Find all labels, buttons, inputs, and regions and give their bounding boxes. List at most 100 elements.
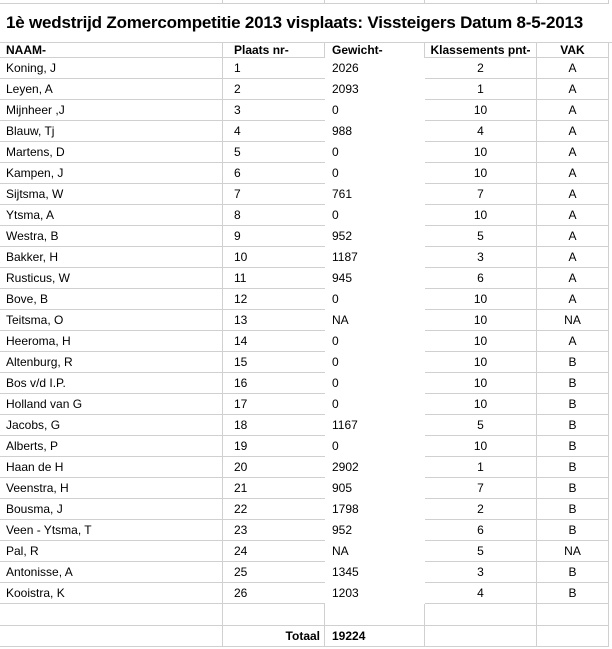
cell-vak[interactable]: B [537,436,609,457]
cell-naam[interactable]: Alberts, P [0,436,223,457]
cell-plaats[interactable]: 26 [223,583,325,604]
cell-pnt[interactable]: 5 [425,226,537,247]
cell-vak[interactable]: B [537,457,609,478]
cell-vak[interactable]: B [537,352,609,373]
cell-plaats[interactable]: 12 [223,289,325,310]
cell-gewicht[interactable]: 952 [332,523,353,537]
cell-vak[interactable]: A [537,142,609,163]
cell-vak[interactable]: NA [537,310,609,331]
cell-gewicht[interactable]: 2093 [332,82,359,96]
cell-plaats[interactable]: 17 [223,394,325,415]
cell-gewicht[interactable]: 945 [332,271,353,285]
cell-plaats[interactable]: 14 [223,331,325,352]
cell-pnt[interactable]: 10 [425,289,537,310]
cell-plaats[interactable]: 9 [223,226,325,247]
cell-plaats[interactable]: 20 [223,457,325,478]
cell-vak[interactable]: A [537,163,609,184]
cell-gewicht[interactable]: 0 [332,208,339,222]
cell-pnt[interactable]: 6 [425,268,537,289]
cell-plaats[interactable]: 5 [223,142,325,163]
cell-vak[interactable]: A [537,226,609,247]
cell-pnt[interactable]: 5 [425,541,537,562]
cell-vak[interactable]: NA [537,541,609,562]
cell-plaats[interactable]: 19 [223,436,325,457]
cell-vak[interactable]: B [537,562,609,583]
cell-vak[interactable]: A [537,184,609,205]
cell-pnt[interactable]: 10 [425,352,537,373]
cell-naam[interactable]: Altenburg, R [0,352,223,373]
totaal-spacer-cell[interactable] [425,626,537,647]
cell-naam[interactable]: Bakker, H [0,247,223,268]
cell-gewicht[interactable]: NA [332,544,349,558]
totaal-value[interactable]: 19224 [325,626,425,647]
cell-vak[interactable]: A [537,100,609,121]
cell-vak[interactable]: A [537,58,609,79]
cell-gewicht[interactable]: 0 [332,145,339,159]
cell-vak[interactable]: B [537,415,609,436]
cell-pnt[interactable]: 10 [425,331,537,352]
cell-gewicht[interactable]: 0 [332,439,339,453]
empty-cell[interactable] [223,604,325,626]
cell-vak[interactable]: A [537,205,609,226]
cell-gewicht[interactable]: 2026 [332,61,359,75]
cell-gewicht[interactable]: 988 [332,124,353,138]
sheet-title[interactable]: 1è wedstrijd Zomercompetitie 2013 vispla… [6,13,583,32]
cell-plaats[interactable]: 18 [223,415,325,436]
cell-naam[interactable]: Leyen, A [0,79,223,100]
cell-vak[interactable]: B [537,478,609,499]
cell-gewicht[interactable]: 1167 [332,418,358,432]
cell-vak[interactable]: A [537,79,609,100]
cell-naam[interactable]: Antonisse, A [0,562,223,583]
column-header-naam[interactable]: NAAM- [0,43,223,58]
cell-gewicht[interactable]: 1798 [332,502,359,516]
cell-gewicht[interactable]: 0 [332,334,339,348]
cell-naam[interactable]: Veenstra, H [0,478,223,499]
cell-pnt[interactable]: 10 [425,163,537,184]
cell-gewicht[interactable]: 905 [332,481,353,495]
cell-naam[interactable]: Haan de H [0,457,223,478]
cell-gewicht[interactable]: 0 [332,355,339,369]
cell-pnt[interactable]: 1 [425,457,537,478]
cell-pnt[interactable]: 10 [425,142,537,163]
cell-gewicht[interactable]: 2902 [332,460,359,474]
cell-vak[interactable]: B [537,583,609,604]
cell-vak[interactable]: A [537,121,609,142]
empty-cell[interactable] [0,604,223,626]
column-header-vak[interactable]: VAK [537,43,609,58]
cell-plaats[interactable]: 4 [223,121,325,142]
cell-plaats[interactable]: 21 [223,478,325,499]
cell-naam[interactable]: Koning, J [0,58,223,79]
cell-vak[interactable]: B [537,394,609,415]
totaal-spacer-cell[interactable] [537,626,609,647]
cell-pnt[interactable]: 10 [425,394,537,415]
cell-naam[interactable]: Veen - Ytsma, T [0,520,223,541]
cell-plaats[interactable]: 10 [223,247,325,268]
cell-plaats[interactable]: 25 [223,562,325,583]
cell-plaats[interactable]: 11 [223,268,325,289]
cell-naam[interactable]: Teitsma, O [0,310,223,331]
empty-cell[interactable] [425,604,537,626]
cell-naam[interactable]: Bove, B [0,289,223,310]
cell-pnt[interactable]: 10 [425,373,537,394]
cell-pnt[interactable]: 10 [425,205,537,226]
cell-plaats[interactable]: 2 [223,79,325,100]
cell-gewicht[interactable]: 0 [332,103,339,117]
empty-cell[interactable] [325,604,425,626]
cell-plaats[interactable]: 8 [223,205,325,226]
cell-naam[interactable]: Mijnheer ,J [0,100,223,121]
cell-vak[interactable]: B [537,520,609,541]
cell-plaats[interactable]: 22 [223,499,325,520]
cell-naam[interactable]: Ytsma, A [0,205,223,226]
cell-vak[interactable]: B [537,373,609,394]
cell-gewicht[interactable]: 0 [332,166,339,180]
totaal-label[interactable]: Totaal [223,626,325,647]
cell-vak[interactable]: B [537,499,609,520]
cell-vak[interactable]: A [537,331,609,352]
cell-naam[interactable]: Westra, B [0,226,223,247]
cell-pnt[interactable]: 6 [425,520,537,541]
cell-pnt[interactable]: 1 [425,79,537,100]
cell-naam[interactable]: Pal, R [0,541,223,562]
cell-gewicht[interactable]: NA [332,313,349,327]
totaal-spacer-cell[interactable] [0,626,223,647]
cell-naam[interactable]: Blauw, Tj [0,121,223,142]
